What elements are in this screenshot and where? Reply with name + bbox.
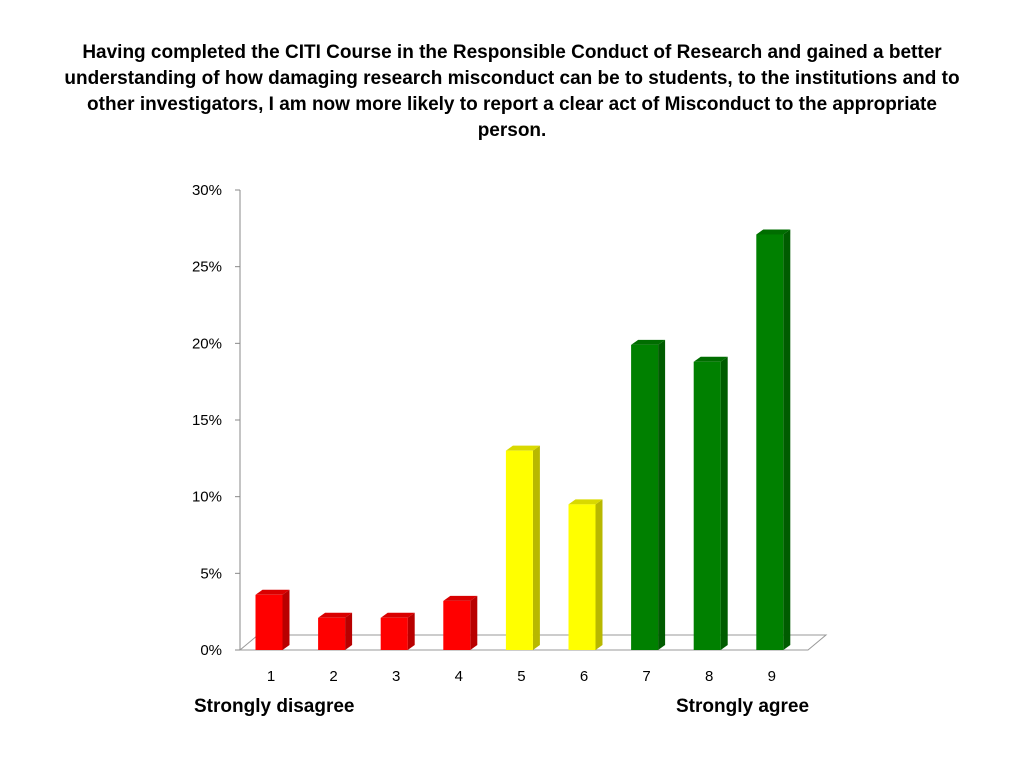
bar-top: [631, 339, 666, 345]
x-tick-label: 1: [267, 668, 275, 685]
bar-front: [631, 344, 659, 650]
x-tick-label: 5: [517, 668, 525, 685]
bar-side: [407, 612, 415, 650]
bar-front: [255, 594, 283, 650]
bar-3: [380, 612, 415, 650]
bar-top: [443, 595, 478, 601]
x-axis-ticks: 1 2 3 4 5 6 7 8 9: [267, 668, 776, 685]
bar-5: [505, 445, 540, 650]
y-tick-label: 0%: [200, 642, 222, 659]
bar-front: [443, 600, 471, 650]
y-tick-label: 30%: [192, 182, 222, 199]
bar-front: [505, 450, 533, 650]
scale-right-label: Strongly agree: [676, 696, 810, 717]
y-tick-label: 20%: [192, 335, 222, 352]
bar-7: [631, 339, 666, 650]
bar-side: [783, 229, 791, 650]
bar-side: [658, 339, 666, 650]
bar-top: [693, 356, 728, 362]
x-tick-label: 8: [705, 668, 713, 685]
y-tick-label: 10%: [192, 489, 222, 506]
y-tick-label: 25%: [192, 259, 222, 276]
y-tick-label: 5%: [200, 565, 222, 582]
bar-1: [255, 589, 290, 650]
x-tick-label: 3: [392, 668, 400, 685]
x-tick-label: 7: [642, 668, 650, 685]
bar-top: [505, 445, 540, 451]
x-tick-label: 2: [329, 668, 337, 685]
bar-6: [568, 499, 603, 650]
bar-front: [693, 361, 721, 650]
bar-top: [380, 612, 415, 618]
bar-side: [470, 595, 478, 650]
y-axis-ticks: 0% 5% 10% 15% 20% 25% 30%: [192, 182, 240, 659]
bar-8: [693, 356, 728, 650]
bar-4: [443, 595, 478, 650]
bar-side: [532, 445, 540, 650]
bar-top: [756, 229, 791, 235]
bar-side: [720, 356, 728, 650]
bar-top: [568, 499, 603, 505]
x-tick-label: 9: [768, 668, 776, 685]
bar-side: [282, 589, 290, 650]
bar-front: [568, 504, 596, 650]
x-tick-label: 6: [580, 668, 588, 685]
bar-side: [345, 612, 353, 650]
chart-bars: [255, 229, 791, 650]
bar-front: [756, 234, 784, 650]
x-tick-label: 4: [455, 668, 463, 685]
chart-floor: [238, 634, 828, 651]
bar-9: [756, 229, 791, 650]
bar-2: [318, 612, 353, 650]
y-tick-label: 15%: [192, 412, 222, 429]
bar-top: [318, 612, 353, 618]
bar-side: [595, 499, 603, 650]
bar-top: [255, 589, 290, 595]
chart-title: Having completed the CITI Course in the …: [64, 42, 960, 141]
bar-front: [318, 617, 346, 650]
bar-front: [380, 617, 408, 650]
scale-left-label: Strongly disagree: [194, 696, 355, 717]
